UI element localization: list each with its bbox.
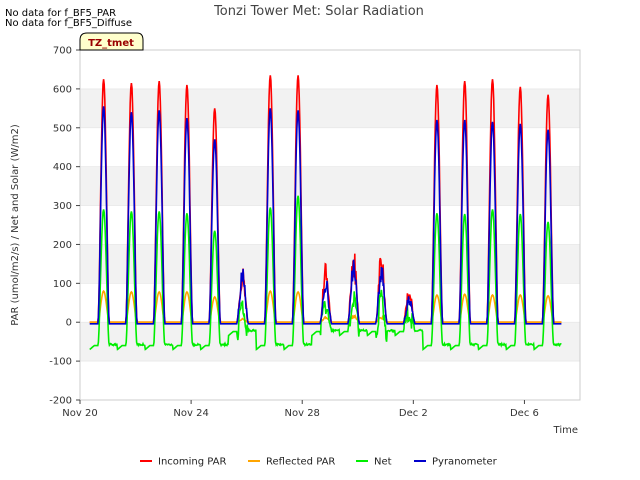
plot-area: [79, 49, 581, 401]
legend-label: Incoming PAR: [158, 457, 227, 468]
series-line-reflected-par: [89, 289, 562, 323]
badge: TZ_tmet: [79, 32, 144, 51]
y-tick-label: 300: [53, 201, 72, 212]
legend-label: Reflected PAR: [266, 457, 335, 468]
y-tick-label: 500: [53, 123, 72, 134]
chart-title: Tonzi Tower Met: Solar Radiation: [213, 4, 424, 19]
x-axis-label: Time: [553, 425, 578, 436]
series-layer: [89, 75, 562, 352]
grid-band: [80, 88, 580, 128]
legend-label: Pyranometer: [432, 457, 498, 468]
y-tick-label: -100: [49, 357, 72, 368]
x-axis: Nov 20 Nov 24 Nov 28 Dec 2 Dec 6: [62, 400, 539, 419]
legend-label: Net: [374, 457, 392, 468]
grid-band: [80, 166, 580, 206]
x-tick-label: Dec 2: [399, 408, 428, 419]
series-line-pyranometer: [89, 106, 562, 325]
y-tick-label: 0: [66, 318, 72, 329]
y-tick-label: 400: [53, 162, 72, 173]
legend: Incoming PAR Reflected PAR Net Pyranometer: [140, 457, 498, 468]
x-tick-label: Nov 28: [285, 408, 320, 419]
y-tick-label: -200: [49, 396, 72, 407]
no-data-note-2: No data for f_BF5_Diffuse: [5, 18, 132, 29]
y-axis: -200 -100 0 100 200 300 400 500 600 700: [49, 46, 80, 407]
y-tick-label: 200: [53, 240, 72, 251]
x-tick-label: Nov 24: [173, 408, 208, 419]
no-data-note-1: No data for f_BF5_PAR: [5, 8, 117, 19]
y-tick-label: 700: [53, 46, 72, 57]
x-tick-label: Dec 6: [510, 408, 539, 419]
y-tick-label: 600: [53, 84, 72, 95]
series-line-net: [89, 195, 562, 352]
y-tick-label: 100: [53, 279, 72, 290]
x-tick-label: Nov 20: [62, 408, 97, 419]
badge-label: TZ_tmet: [88, 38, 134, 49]
y-axis-label: PAR (umol/m2/s) / Net and Solar (W/m2): [10, 124, 21, 326]
